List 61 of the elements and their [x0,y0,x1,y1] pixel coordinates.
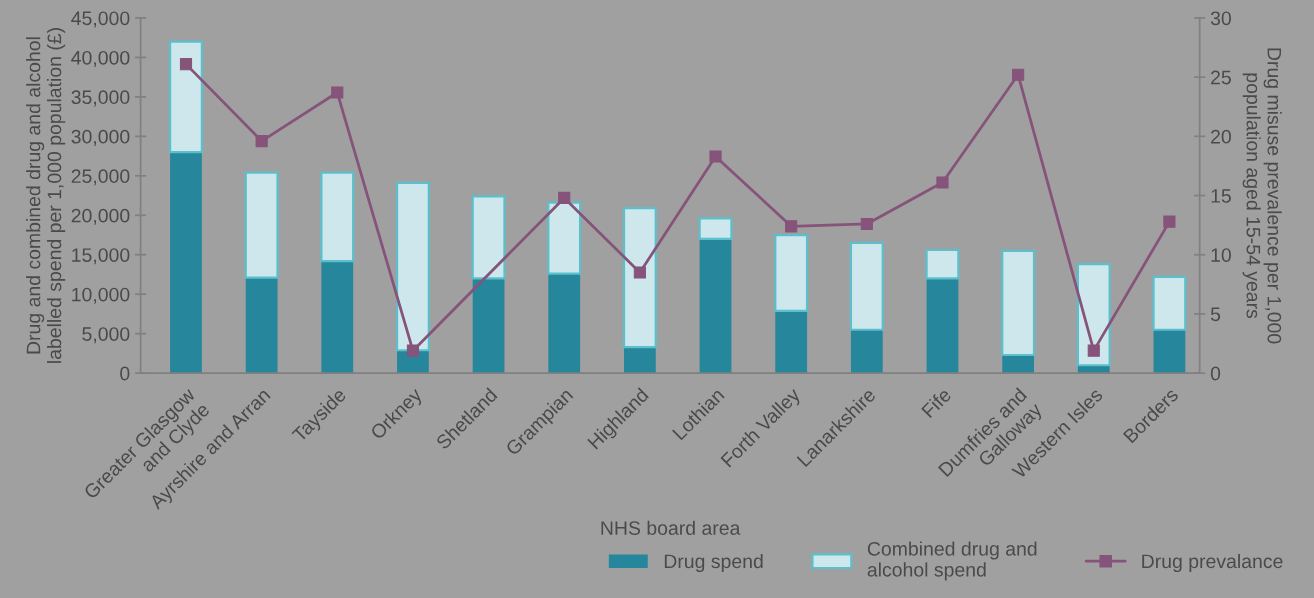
bar [698,217,733,241]
y-axis-title: Drug and combined drug and alcohol labelled spend per 1,000 population (£) [26,28,66,363]
y-tick-label: 20,000 [71,208,130,225]
bar [471,195,506,280]
y-tick-label: 10,000 [72,287,130,304]
point [936,176,949,189]
y2-tick-label: 5 [1210,307,1221,322]
legend-label: Drug prevalance [1142,553,1283,573]
bar [850,329,883,374]
bar [849,241,884,331]
y-tick-label: 5,000 [82,327,130,344]
point [709,150,722,163]
y-tick-label: 15,000 [72,248,130,265]
bar [1152,275,1187,331]
bar [774,233,809,312]
x-axis-title: NHS board area [601,520,741,535]
bar [775,310,808,374]
legend-label: Drug spend [664,553,763,573]
y2-tick-label: 10 [1211,248,1231,262]
bar [622,207,657,349]
y-tick-label: 25,000 [71,169,130,186]
y-tick-label: 35,000 [71,90,130,107]
x-tick-label: Fife [920,386,952,419]
y2-tick-label: 20 [1211,129,1231,144]
y2-axis-title: Drug misuse prevalence per 1,000 population aged 15-54 years [1242,48,1282,344]
point [1087,344,1100,357]
bar [321,261,354,374]
bar [1153,329,1186,374]
point [633,266,646,279]
y-tick-label: 40,000 [71,50,130,67]
point [1012,68,1025,81]
bar [395,181,430,352]
point [179,58,193,71]
bar [547,201,582,275]
point [406,344,420,357]
y2-tick-label: 30 [1210,11,1231,26]
y-tick-label: 45,000 [71,11,130,28]
bar [699,238,732,374]
bar [548,273,581,374]
bar [170,152,202,374]
bar [925,248,960,280]
legend-label: Combined drug and alcohol spend [867,541,1037,581]
y2-tick-label: 0 [1210,366,1221,381]
point [331,86,344,99]
bar [244,171,279,279]
y2-tick-label: 15 [1211,189,1231,203]
point [785,220,798,233]
y2-tick-label: 25 [1211,70,1231,85]
point [558,191,571,204]
point [860,217,873,231]
bar [245,277,278,374]
bar [472,278,505,374]
point [255,135,268,148]
bar [926,278,959,374]
y-tick-label: 30,000 [71,129,130,146]
bar [168,40,203,154]
bar [623,347,656,374]
bar [1001,249,1036,357]
point [1163,215,1176,228]
bar [320,171,355,263]
y-tick-label: 0 [120,366,130,381]
